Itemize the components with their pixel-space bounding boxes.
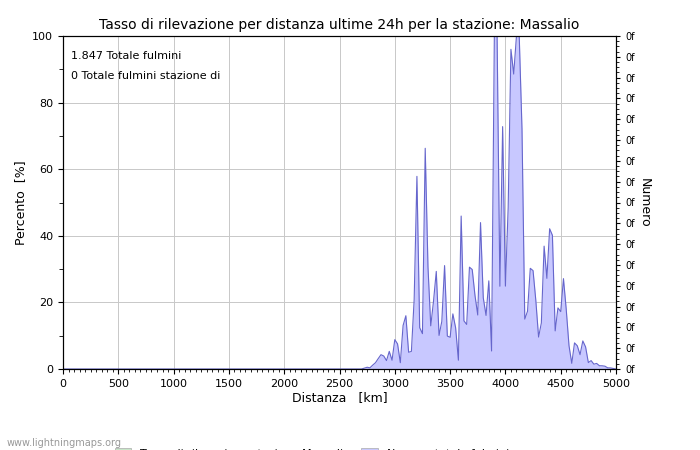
Title: Tasso di rilevazione per distanza ultime 24h per la stazione: Massalio: Tasso di rilevazione per distanza ultime…	[99, 18, 580, 32]
Legend: Tasso di rilevazione stazione Massalio, Numero totale fulmini: Tasso di rilevazione stazione Massalio, …	[110, 444, 514, 450]
Y-axis label: Numero: Numero	[638, 178, 651, 227]
Text: 0 Totale fulmini stazione di: 0 Totale fulmini stazione di	[71, 71, 220, 81]
Y-axis label: Percento  [%]: Percento [%]	[14, 160, 27, 245]
Text: www.lightningmaps.org: www.lightningmaps.org	[7, 438, 122, 448]
Text: 1.847 Totale fulmini: 1.847 Totale fulmini	[71, 51, 182, 61]
X-axis label: Distanza   [km]: Distanza [km]	[292, 392, 387, 405]
